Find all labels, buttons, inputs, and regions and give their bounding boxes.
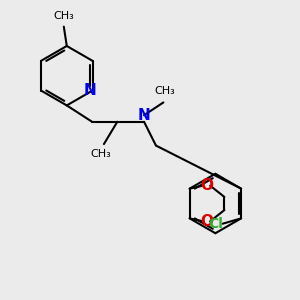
Text: N: N <box>84 83 97 98</box>
Text: O: O <box>200 178 213 193</box>
Text: CH₃: CH₃ <box>90 149 111 159</box>
Text: N: N <box>138 108 150 123</box>
Text: CH₃: CH₃ <box>154 86 175 97</box>
Text: CH₃: CH₃ <box>53 11 74 21</box>
Text: Cl: Cl <box>209 217 224 231</box>
Text: O: O <box>200 214 213 229</box>
